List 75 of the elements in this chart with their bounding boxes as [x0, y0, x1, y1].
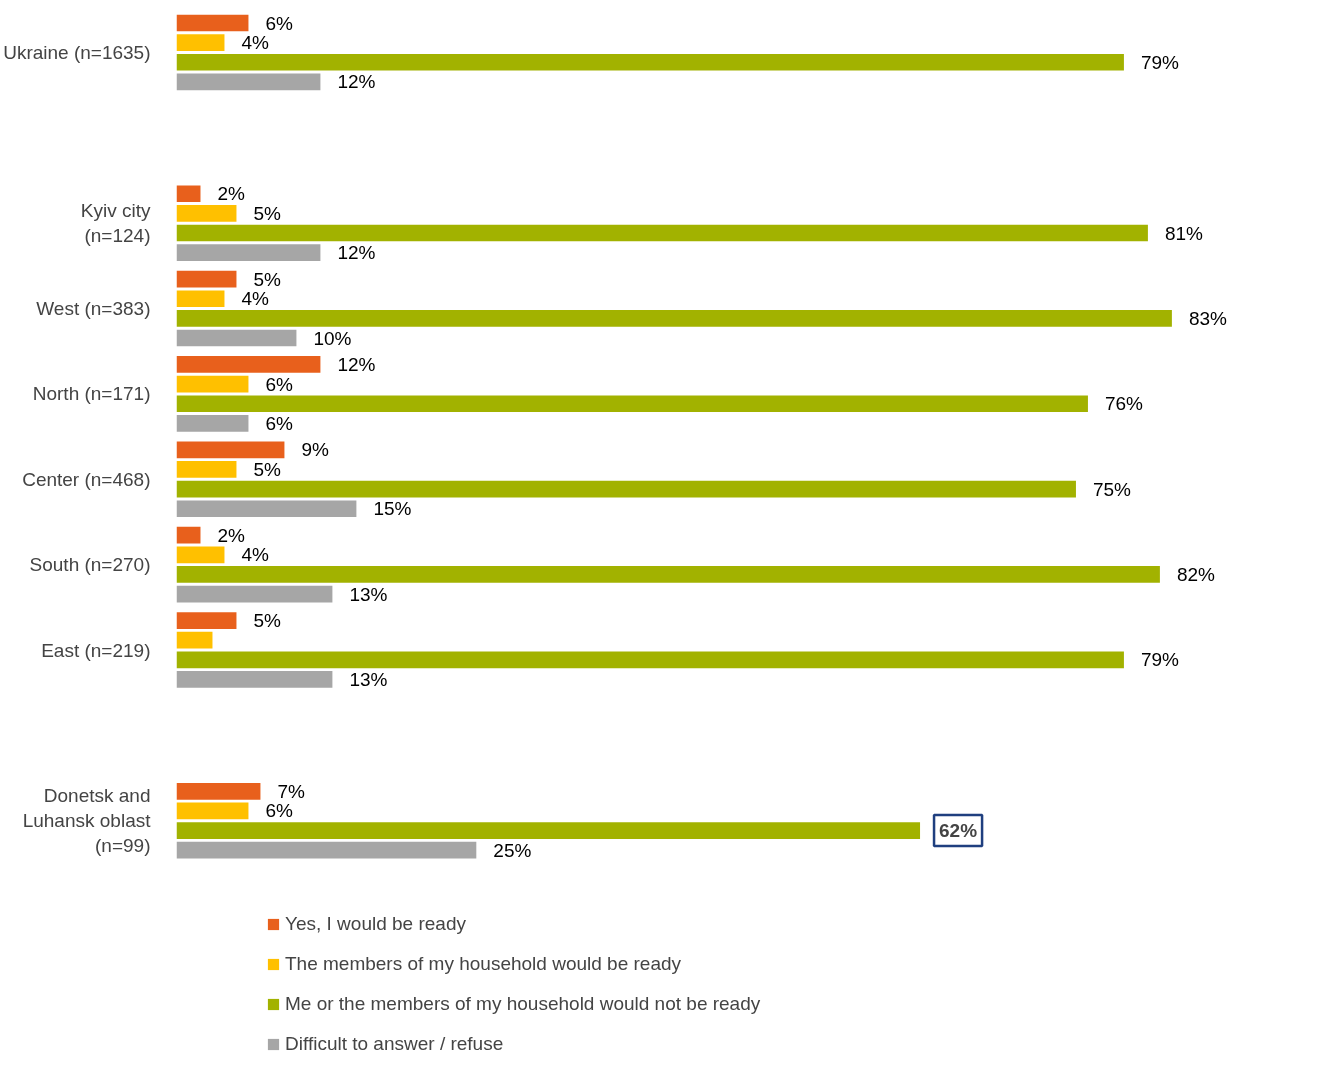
- bar: [176, 244, 321, 261]
- data-label: 9%: [301, 439, 329, 461]
- bar: [176, 671, 333, 688]
- y-tick-label: South (n=270): [29, 554, 151, 576]
- bar: [176, 270, 237, 288]
- data-label: 75%: [1092, 478, 1132, 500]
- data-label: 6%: [265, 373, 294, 395]
- bar: [176, 395, 1088, 413]
- data-label: 76%: [1104, 393, 1144, 415]
- bar: [176, 415, 249, 432]
- data-label: 5%: [253, 202, 282, 224]
- bar: [176, 480, 1076, 498]
- data-label: 25%: [493, 839, 532, 861]
- bar: [176, 34, 225, 51]
- bar: [176, 290, 225, 308]
- bar: [176, 631, 213, 649]
- data-label: 12%: [337, 71, 376, 93]
- data-label: 5%: [253, 610, 282, 632]
- y-tick-label: Center (n=468): [22, 468, 151, 490]
- data-label: 81%: [1164, 222, 1204, 244]
- bar: [176, 566, 1160, 583]
- data-label: 6%: [265, 800, 294, 822]
- data-label: 4%: [241, 288, 270, 310]
- y-tick-label: East (n=219): [41, 639, 151, 661]
- data-label: 13%: [349, 583, 388, 605]
- bar: [176, 546, 225, 564]
- bar: [176, 585, 333, 603]
- data-label: 79%: [1140, 51, 1180, 73]
- bar: [176, 461, 237, 478]
- annotation: 62%: [939, 820, 978, 842]
- legend-label: Difficult to answer / refuse: [285, 1033, 504, 1055]
- data-label: 7%: [277, 780, 306, 802]
- bar: [176, 224, 1148, 242]
- data-label: 10%: [313, 327, 352, 349]
- bar: [176, 205, 237, 222]
- data-label: 5%: [253, 458, 282, 480]
- bar: [176, 329, 297, 347]
- y-tick-label: West (n=383): [36, 298, 151, 320]
- bar: [176, 500, 357, 518]
- bar: [176, 53, 1124, 71]
- bar: [176, 356, 321, 373]
- legend-label: Me or the members of my household would not be ready: [285, 993, 761, 1015]
- data-label: 15%: [373, 498, 412, 520]
- data-label: 4%: [241, 32, 270, 54]
- data-label: 79%: [1140, 649, 1180, 671]
- bar: [176, 782, 261, 800]
- data-label: 5%: [253, 268, 282, 290]
- bar: [176, 802, 249, 820]
- legend-label: Yes, I would be ready: [285, 913, 466, 935]
- y-tick-label: North (n=171): [32, 383, 151, 405]
- bar: [176, 14, 249, 32]
- data-label: 12%: [337, 353, 376, 375]
- data-label: 12%: [337, 242, 376, 264]
- y-tick-label: Donetsk and Luhansk oblast (n=99): [22, 785, 152, 857]
- bar: [176, 73, 321, 91]
- data-label: 6%: [265, 12, 294, 34]
- bar: [176, 375, 249, 393]
- data-label: 2%: [217, 524, 246, 546]
- bar: [176, 612, 237, 629]
- bar: [176, 526, 201, 544]
- data-label: 2%: [217, 183, 246, 205]
- y-tick-label: Ukraine (n=1635): [3, 41, 151, 63]
- data-label: 6%: [265, 412, 294, 434]
- bar: [176, 841, 477, 859]
- bar: [176, 441, 285, 459]
- bar: [176, 822, 921, 839]
- bar: [176, 310, 1172, 327]
- bar: [176, 651, 1124, 669]
- legend-label: The members of my household would be ready: [285, 953, 682, 975]
- data-label: 4%: [241, 544, 270, 566]
- data-label: 83%: [1188, 307, 1228, 329]
- y-tick-label: Kyiv city (n=124): [80, 200, 151, 247]
- data-label: 82%: [1176, 563, 1216, 585]
- data-label: 13%: [349, 668, 388, 690]
- bar: [176, 185, 201, 203]
